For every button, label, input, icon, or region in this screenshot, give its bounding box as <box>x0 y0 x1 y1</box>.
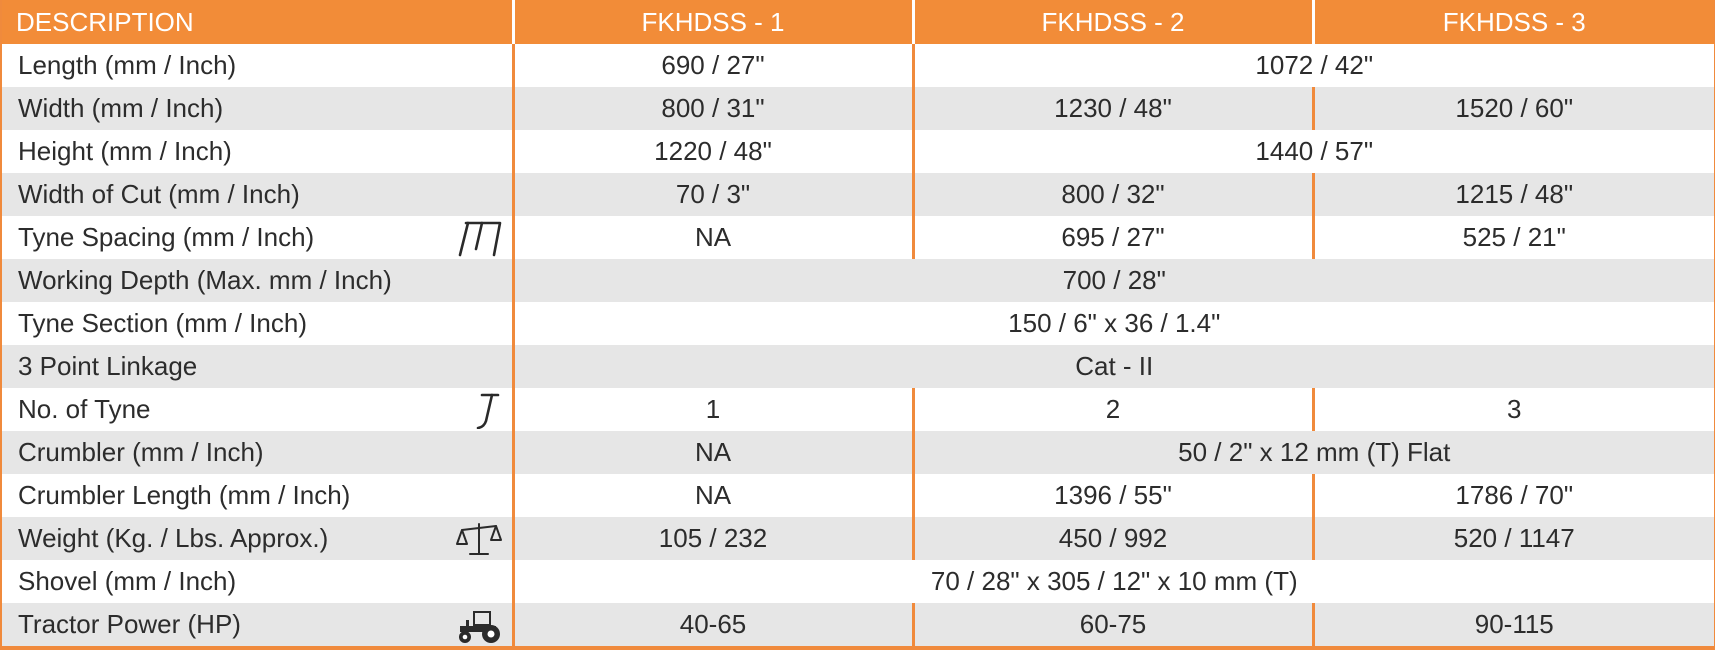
row-3-point-linkage: 3 Point Linkage Cat - II <box>1 345 1715 388</box>
row-label-cell: Tractor Power (HP) <box>1 603 513 648</box>
cell-value: 1 <box>511 388 913 431</box>
row-label-cell: No. of Tyne <box>1 388 513 431</box>
cell-value: 525 / 21" <box>1311 216 1715 259</box>
cell-value: 1520 / 60" <box>1311 87 1715 130</box>
row-label-cell: Weight (Kg. / Lbs. Approx.) <box>1 517 513 560</box>
row-label: Crumbler (mm / Inch) <box>1 431 513 474</box>
cell-value: 50 / 2" x 12 mm (T) Flat <box>911 431 1715 474</box>
row-label: Width of Cut (mm / Inch) <box>1 173 513 216</box>
cell-value: 70 / 3" <box>511 173 913 216</box>
row-label-cell: Tyne Spacing (mm / Inch) <box>1 216 513 259</box>
cell-value: NA <box>511 474 913 517</box>
tractor-icon <box>454 606 504 644</box>
row-width: Width (mm / Inch) 800 / 31" 1230 / 48" 1… <box>1 87 1715 130</box>
cell-value: 1396 / 55" <box>911 474 1313 517</box>
header-model-2: FKHDSS - 2 <box>911 0 1313 44</box>
cell-value: 3 <box>1311 388 1715 431</box>
row-crumbler: Crumbler (mm / Inch) NA 50 / 2" x 12 mm … <box>1 431 1715 474</box>
cell-value: 70 / 28" x 305 / 12" x 10 mm (T) <box>511 560 1715 603</box>
row-width-of-cut: Width of Cut (mm / Inch) 70 / 3" 800 / 3… <box>1 173 1715 216</box>
cell-value: 90-115 <box>1311 603 1715 648</box>
cell-value: Cat - II <box>511 345 1715 388</box>
row-label: Tractor Power (HP) <box>18 609 241 639</box>
row-label: 3 Point Linkage <box>1 345 513 388</box>
row-label: Weight (Kg. / Lbs. Approx.) <box>18 523 329 553</box>
row-label: Tyne Spacing (mm / Inch) <box>18 222 315 252</box>
cell-value: 1230 / 48" <box>911 87 1313 130</box>
row-crumbler-length: Crumbler Length (mm / Inch) NA 1396 / 55… <box>1 474 1715 517</box>
row-label: Length (mm / Inch) <box>1 44 513 87</box>
row-height: Height (mm / Inch) 1220 / 48" 1440 / 57" <box>1 130 1715 173</box>
cell-value: 2 <box>911 388 1313 431</box>
cell-value: 800 / 32" <box>911 173 1313 216</box>
row-tyne-section: Tyne Section (mm / Inch) 150 / 6" x 36 /… <box>1 302 1715 345</box>
cell-value: 60-75 <box>911 603 1313 648</box>
cell-value: 690 / 27" <box>511 44 913 87</box>
cell-value: NA <box>511 431 913 474</box>
cell-value: 40-65 <box>511 603 913 648</box>
tyne-spacing-icon <box>454 219 504 257</box>
cell-value: 800 / 31" <box>511 87 913 130</box>
row-label: Crumbler Length (mm / Inch) <box>1 474 513 517</box>
header-model-3: FKHDSS - 3 <box>1311 0 1715 44</box>
cell-value: 700 / 28" <box>511 259 1715 302</box>
row-label: Width (mm / Inch) <box>1 87 513 130</box>
cell-value: 450 / 992 <box>911 517 1313 560</box>
cell-value: 1440 / 57" <box>911 130 1715 173</box>
row-label: No. of Tyne <box>18 394 151 424</box>
scale-icon <box>454 520 504 558</box>
cell-value: 1220 / 48" <box>511 130 913 173</box>
row-tractor-power: Tractor Power (HP) 40-65 60-75 90-115 <box>1 603 1715 648</box>
cell-value: NA <box>511 216 913 259</box>
cell-value: 105 / 232 <box>511 517 913 560</box>
row-label: Height (mm / Inch) <box>1 130 513 173</box>
row-label: Working Depth (Max. mm / Inch) <box>1 259 513 302</box>
header-model-1: FKHDSS - 1 <box>511 0 913 44</box>
cell-value: 1786 / 70" <box>1311 474 1715 517</box>
row-shovel: Shovel (mm / Inch) 70 / 28" x 305 / 12" … <box>1 560 1715 603</box>
cell-value: 1215 / 48" <box>1311 173 1715 216</box>
row-length: Length (mm / Inch) 690 / 27" 1072 / 42" <box>1 44 1715 87</box>
cell-value: 1072 / 42" <box>911 44 1715 87</box>
row-no-of-tyne: No. of Tyne 1 2 3 <box>1 388 1715 431</box>
row-working-depth: Working Depth (Max. mm / Inch) 700 / 28" <box>1 259 1715 302</box>
cell-value: 520 / 1147 <box>1311 517 1715 560</box>
row-weight: Weight (Kg. / Lbs. Approx.) 105 / 232 45… <box>1 517 1715 560</box>
tyne-icon <box>454 391 504 429</box>
row-label: Shovel (mm / Inch) <box>1 560 513 603</box>
header-row: DESCRIPTION FKHDSS - 1 FKHDSS - 2 FKHDSS… <box>1 0 1715 44</box>
row-label: Tyne Section (mm / Inch) <box>1 302 513 345</box>
cell-value: 695 / 27" <box>911 216 1313 259</box>
cell-value: 150 / 6" x 36 / 1.4" <box>511 302 1715 345</box>
header-description: DESCRIPTION <box>1 0 513 44</box>
row-tyne-spacing: Tyne Spacing (mm / Inch) NA 695 / 27" 52… <box>1 216 1715 259</box>
